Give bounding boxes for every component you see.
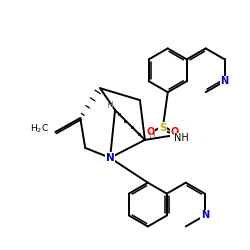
Text: H: H [148,132,155,140]
Text: H$_2$C: H$_2$C [30,123,48,135]
Text: N: N [201,210,209,220]
Text: O: O [147,127,155,137]
Text: N: N [220,76,229,86]
Text: NH: NH [174,133,189,143]
Text: S: S [159,123,166,133]
Text: H: H [106,100,112,110]
Text: O: O [170,127,179,137]
Text: N: N [106,153,114,163]
